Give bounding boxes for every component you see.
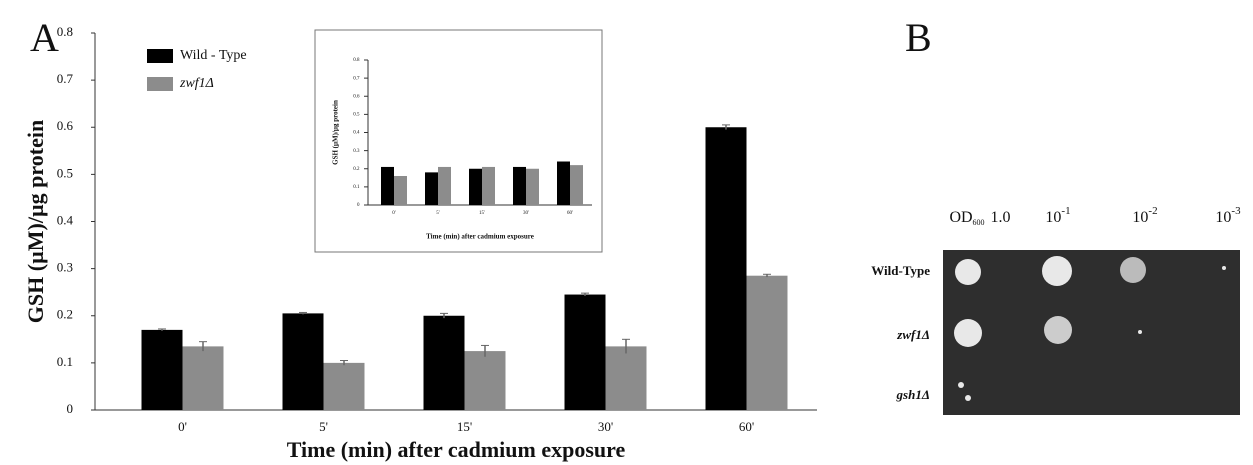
bar <box>425 172 438 205</box>
bar <box>381 167 394 205</box>
page: {"panel_labels": ["A", "B"], "chart_data… <box>0 0 1253 465</box>
legend-swatch <box>147 49 173 63</box>
column-header: OD600 1.0 <box>949 209 1010 227</box>
figure: A B 0 0.1 0.2 0.3 0.4 0.5 0.6 0.7 0.8 0' 5' 15' 30' 6… <box>0 0 1253 465</box>
y-tick-label: 0.7 <box>353 76 360 81</box>
bar <box>747 276 788 410</box>
bar <box>570 165 583 205</box>
x-axis-label: Time (min) after cadmium exposure <box>287 437 626 462</box>
header-part: -3 <box>1231 205 1241 217</box>
column-header: 10-1 <box>1045 205 1070 226</box>
bar <box>557 162 570 206</box>
bar <box>482 167 495 205</box>
bar <box>513 167 526 205</box>
y-tick-label: 0.5 <box>57 165 73 180</box>
header-part: -1 <box>1061 205 1070 217</box>
x-tick-label: 60' <box>567 211 573 216</box>
row-label: gsh1Δ <box>896 387 930 402</box>
bar <box>183 346 224 410</box>
x-axis-label: Time (min) after cadmium exposure <box>426 233 534 241</box>
bar <box>142 330 183 410</box>
panel-label: B <box>905 15 932 60</box>
y-tick-label: 0.8 <box>57 24 73 39</box>
header-part: 600 <box>973 218 985 227</box>
x-tick-label: 15' <box>479 211 485 216</box>
y-tick-label: 0.3 <box>57 260 73 275</box>
column-header: 10-2 <box>1132 205 1157 226</box>
bar <box>424 316 465 410</box>
x-tick-label: 30' <box>523 211 529 216</box>
y-tick-label: 0 <box>67 401 74 416</box>
bar <box>469 169 482 205</box>
inset-frame <box>315 30 602 252</box>
x-tick-label: 0' <box>178 419 187 434</box>
y-tick-label: 0.1 <box>353 185 360 190</box>
header-part: 10 <box>1215 209 1231 226</box>
x-tick-label: 5' <box>436 211 440 216</box>
x-tick-label: 30' <box>598 419 613 434</box>
legend-label: Wild - Type <box>180 48 247 63</box>
x-tick-label: 0' <box>392 211 396 216</box>
header-part: 10 <box>1045 209 1061 226</box>
y-tick-label: 0.8 <box>353 58 360 63</box>
bar <box>706 127 747 410</box>
x-tick-label: 15' <box>457 419 472 434</box>
plate-photo <box>943 250 1240 415</box>
row-label: zwf1Δ <box>896 327 930 342</box>
legend-label: zwf1Δ <box>179 76 214 91</box>
bar <box>324 363 365 410</box>
y-tick-label: 0.6 <box>57 118 74 133</box>
y-tick-label: 0.4 <box>57 212 74 227</box>
x-tick-label: 5' <box>319 419 328 434</box>
y-axis-label: GSH (µM)/µg protein <box>332 100 340 165</box>
row-label: Wild-Type <box>871 263 930 278</box>
bar <box>394 176 407 205</box>
x-tick-label: 60' <box>739 419 754 434</box>
y-tick-label: 0.2 <box>353 167 360 172</box>
bar <box>465 351 506 410</box>
y-axis-label: GSH (µM)/µg protein <box>23 120 48 323</box>
y-tick-label: 0.1 <box>57 354 73 369</box>
header-part: 10 <box>1132 209 1148 226</box>
y-tick-label: 0.3 <box>353 149 360 154</box>
bar <box>438 167 451 205</box>
column-header: 10-3 <box>1215 205 1241 226</box>
y-tick-label: 0.2 <box>57 307 73 322</box>
header-part: -2 <box>1148 205 1157 217</box>
y-tick-label: 0.6 <box>353 94 360 99</box>
bar <box>606 346 647 410</box>
bar <box>526 169 539 205</box>
bar <box>283 313 324 410</box>
y-tick-label: 0.5 <box>353 113 360 118</box>
y-tick-label: 0.7 <box>57 71 74 86</box>
header-part: 1.0 <box>991 209 1011 226</box>
header-part: OD <box>949 209 972 226</box>
panel-label: A <box>30 15 59 60</box>
legend-swatch <box>147 77 173 91</box>
bar <box>565 295 606 410</box>
y-tick-label: 0.4 <box>353 131 360 136</box>
